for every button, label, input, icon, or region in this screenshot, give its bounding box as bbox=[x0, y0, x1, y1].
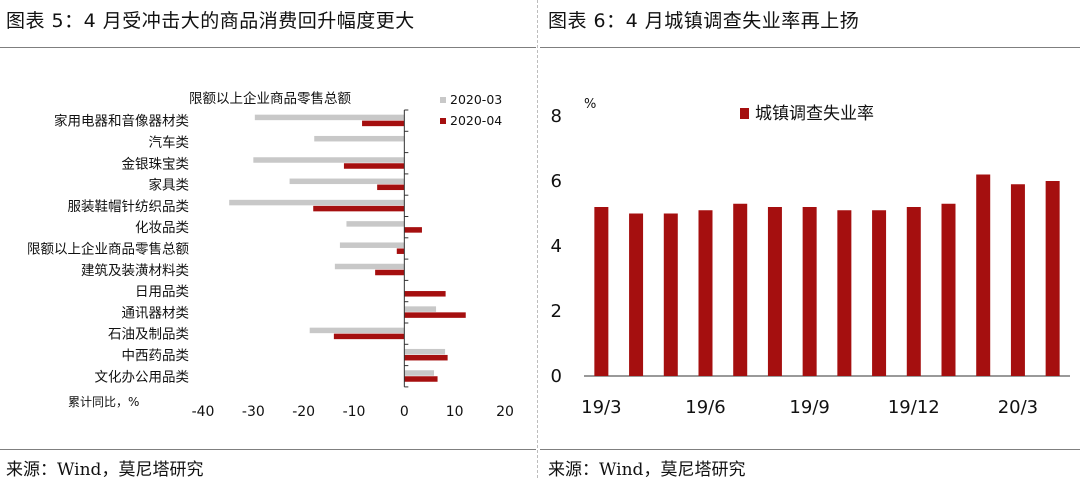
bar-2020-03 bbox=[404, 348, 446, 355]
bar-2020-04 bbox=[333, 333, 405, 340]
category-label: 汽车类 bbox=[149, 134, 190, 151]
bar-2020-03 bbox=[314, 135, 405, 142]
legend-swatch bbox=[440, 118, 446, 124]
category-label: 中西药品类 bbox=[122, 348, 190, 364]
right-y-tick-label: 2 bbox=[551, 301, 562, 322]
right-y-tick-label: 0 bbox=[551, 366, 562, 387]
category-label: 家具类 bbox=[149, 177, 190, 194]
right-axis: 0 2 4 6 8 19/3 19/6 19/9 19/12 20/3 bbox=[551, 106, 1070, 418]
right-x-tick-label: 19/3 bbox=[581, 397, 621, 418]
right-x-tick-label: 20/3 bbox=[998, 397, 1038, 418]
right-x-tick-label: 19/9 bbox=[789, 397, 829, 418]
left-panel-title: 图表 5：4 月受冲击大的商品消费回升幅度更大 bbox=[6, 10, 415, 32]
left-x-tick-label: 10 bbox=[446, 404, 464, 420]
bar-19/12 bbox=[906, 207, 921, 376]
left-bars bbox=[229, 114, 466, 382]
bar-2020-03 bbox=[334, 263, 405, 270]
legend-swatch bbox=[740, 108, 749, 119]
bar-19/7 bbox=[733, 203, 748, 376]
bar-2020-03 bbox=[309, 327, 405, 334]
bar-19/3 bbox=[594, 207, 609, 376]
left-source: 来源：Wind，莫尼塔研究 bbox=[6, 460, 204, 480]
right-y-tick-label: 8 bbox=[551, 106, 562, 127]
legend-label: 城镇调查失业率 bbox=[755, 104, 874, 124]
right-title-rule bbox=[540, 47, 1080, 48]
bar-19/8 bbox=[767, 207, 782, 376]
bar-2020-04 bbox=[396, 248, 405, 254]
right-y-tick-label: 6 bbox=[551, 171, 562, 192]
bar-19/5 bbox=[663, 213, 678, 376]
bar-2020-03 bbox=[404, 370, 435, 376]
category-label: 金银珠宝类 bbox=[122, 156, 190, 172]
right-legend: 城镇调查失业率 bbox=[740, 104, 874, 124]
right-x-tick-label: 19/6 bbox=[685, 397, 725, 418]
bar-19/10 bbox=[837, 210, 852, 376]
bar-20/4 bbox=[1045, 181, 1060, 376]
bar-2020-03 bbox=[346, 221, 405, 227]
left-chart-title: 限额以上企业商品零售总额 bbox=[189, 90, 351, 107]
left-x-tick-label: 0 bbox=[400, 404, 409, 420]
bar-2020-03 bbox=[229, 199, 405, 206]
bar-20/2 bbox=[976, 174, 991, 376]
bar-2020-04 bbox=[377, 184, 405, 191]
left-bar-chart: 限额以上企业商品零售总额 2020-03 2020-04 -40 -30 -20 -10… bbox=[27, 90, 514, 420]
bar-19/9 bbox=[802, 207, 817, 376]
left-x-tick-label: -40 bbox=[192, 404, 215, 420]
category-label: 石油及制品类 bbox=[108, 327, 189, 343]
bar-19/11 bbox=[872, 210, 887, 376]
right-y-axis-label: % bbox=[584, 97, 596, 112]
right-y-tick-label: 4 bbox=[551, 236, 562, 257]
left-legend: 2020-03 2020-04 bbox=[440, 92, 502, 128]
right-panel-title: 图表 6：4 月城镇调查失业率再上扬 bbox=[548, 10, 860, 32]
category-label: 限额以上企业商品零售总额 bbox=[27, 240, 189, 257]
bar-2020-03 bbox=[289, 178, 405, 185]
panel-separator bbox=[537, 0, 538, 478]
bar-20/3 bbox=[1010, 184, 1025, 376]
right-x-tick-label: 19/12 bbox=[888, 397, 940, 418]
bar-2020-04 bbox=[404, 354, 448, 361]
bar-2020-03 bbox=[254, 114, 405, 121]
left-x-axis-label: 累计同比，% bbox=[68, 395, 139, 409]
bar-2020-04 bbox=[343, 163, 405, 169]
category-label: 文化办公用品类 bbox=[95, 369, 190, 385]
bar-20/1 bbox=[941, 203, 956, 376]
category-label: 服装鞋帽针纺织品类 bbox=[68, 199, 190, 215]
bar-2020-04 bbox=[404, 291, 446, 297]
category-label: 建筑及装潢材料类 bbox=[81, 263, 189, 279]
left-x-tick-label: 20 bbox=[496, 404, 514, 420]
bar-2020-03 bbox=[404, 306, 437, 312]
category-label: 日用品类 bbox=[135, 284, 189, 300]
bar-2020-04 bbox=[404, 227, 422, 233]
left-source-rule bbox=[0, 449, 536, 450]
left-x-tick-label: -30 bbox=[242, 404, 265, 420]
category-label: 通讯器材类 bbox=[122, 305, 190, 321]
left-title-rule bbox=[0, 47, 536, 48]
bar-2020-03 bbox=[253, 157, 405, 163]
legend-label: 2020-03 bbox=[450, 92, 502, 107]
right-source-rule bbox=[540, 449, 1080, 450]
category-label: 家用电器和音像器材类 bbox=[54, 113, 189, 130]
bar-2020-04 bbox=[404, 312, 466, 318]
left-x-tick-label: -10 bbox=[343, 404, 366, 420]
legend-label: 2020-04 bbox=[450, 113, 502, 128]
right-bars bbox=[594, 174, 1060, 376]
bar-2020-04 bbox=[313, 205, 405, 212]
bar-2020-04 bbox=[362, 120, 405, 127]
bar-2020-04 bbox=[375, 269, 405, 276]
category-label: 化妆品类 bbox=[135, 220, 189, 236]
left-category-labels: 家用电器和音像器材类汽车类金银珠宝类家具类服装鞋帽针纺织品类化妆品类限额以上企业… bbox=[27, 113, 189, 386]
bar-19/6 bbox=[698, 210, 713, 376]
bar-2020-04 bbox=[404, 376, 438, 382]
left-axis: -40 -30 -20 -10 0 10 20 bbox=[192, 109, 514, 420]
left-x-tick-label: -20 bbox=[292, 404, 315, 420]
right-bar-chart: % 城镇调查失业率 0 2 4 6 8 19/3 19/6 19/9 19/12 20/3 bbox=[551, 97, 1070, 418]
bar-2020-03 bbox=[339, 242, 405, 248]
right-source: 来源：Wind，莫尼塔研究 bbox=[548, 460, 746, 480]
bar-19/4 bbox=[629, 213, 644, 376]
legend-swatch bbox=[440, 97, 446, 103]
